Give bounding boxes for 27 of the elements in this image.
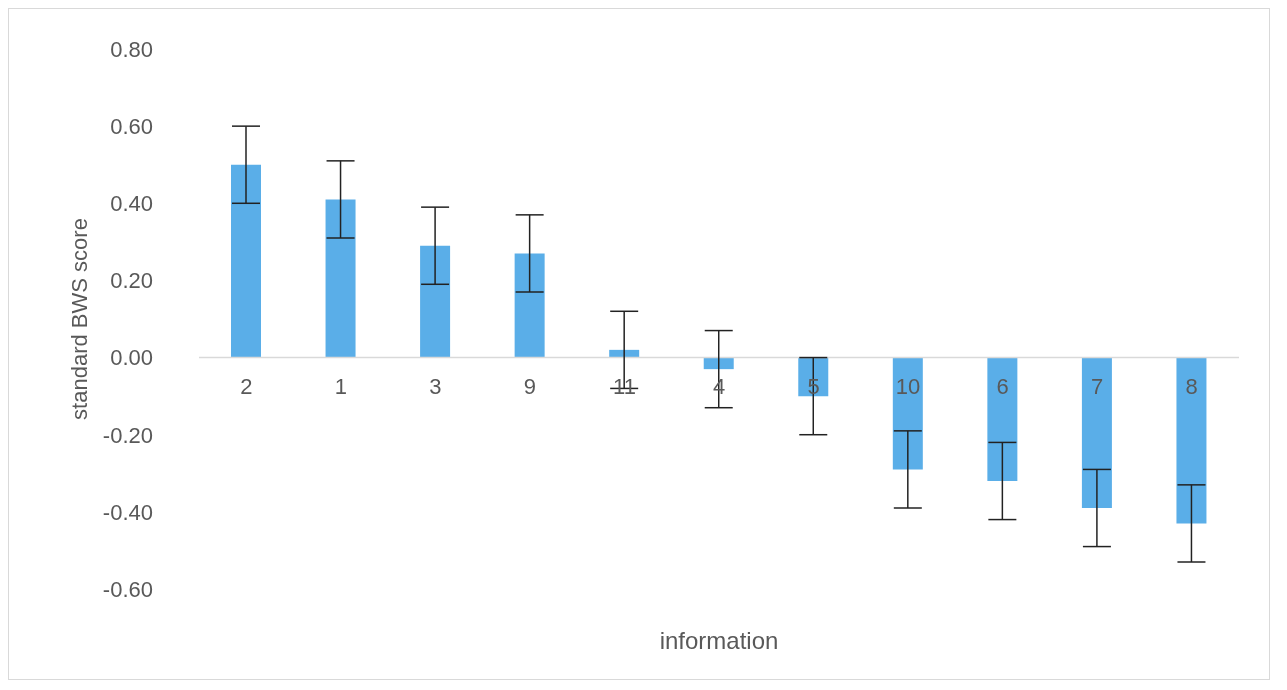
- y-tick-label: 0.40: [110, 191, 153, 217]
- y-tick-label: 0.20: [110, 268, 153, 294]
- y-axis-title: standard BWS score: [66, 218, 92, 420]
- bar: [231, 164, 261, 358]
- bar: [703, 357, 734, 370]
- bar: [514, 253, 545, 358]
- y-tick-label: 0.80: [110, 36, 153, 62]
- bar: [325, 199, 356, 358]
- x-tick-label: 8: [1185, 373, 1198, 399]
- y-tick-label: 0.60: [110, 113, 153, 139]
- x-tick-label: 6: [996, 373, 1009, 399]
- x-tick-label: 9: [523, 373, 537, 399]
- bar: [892, 357, 923, 470]
- y-tick-label: -0.60: [102, 576, 153, 602]
- y-tick-label: 0.00: [110, 345, 153, 371]
- x-tick-label: 3: [429, 373, 442, 399]
- bar: [987, 357, 1018, 481]
- bar: [1081, 357, 1112, 508]
- x-axis-title: information: [659, 627, 779, 654]
- y-tick-label: -0.40: [102, 499, 153, 525]
- y-tick-label: -0.20: [102, 422, 153, 448]
- x-tick-label: 10: [895, 373, 921, 399]
- x-tick-label: 1: [334, 373, 347, 399]
- x-tick-label: 7: [1091, 373, 1104, 399]
- bar: [420, 245, 451, 358]
- x-tick-label: 2: [240, 373, 253, 399]
- bar: [1176, 357, 1207, 524]
